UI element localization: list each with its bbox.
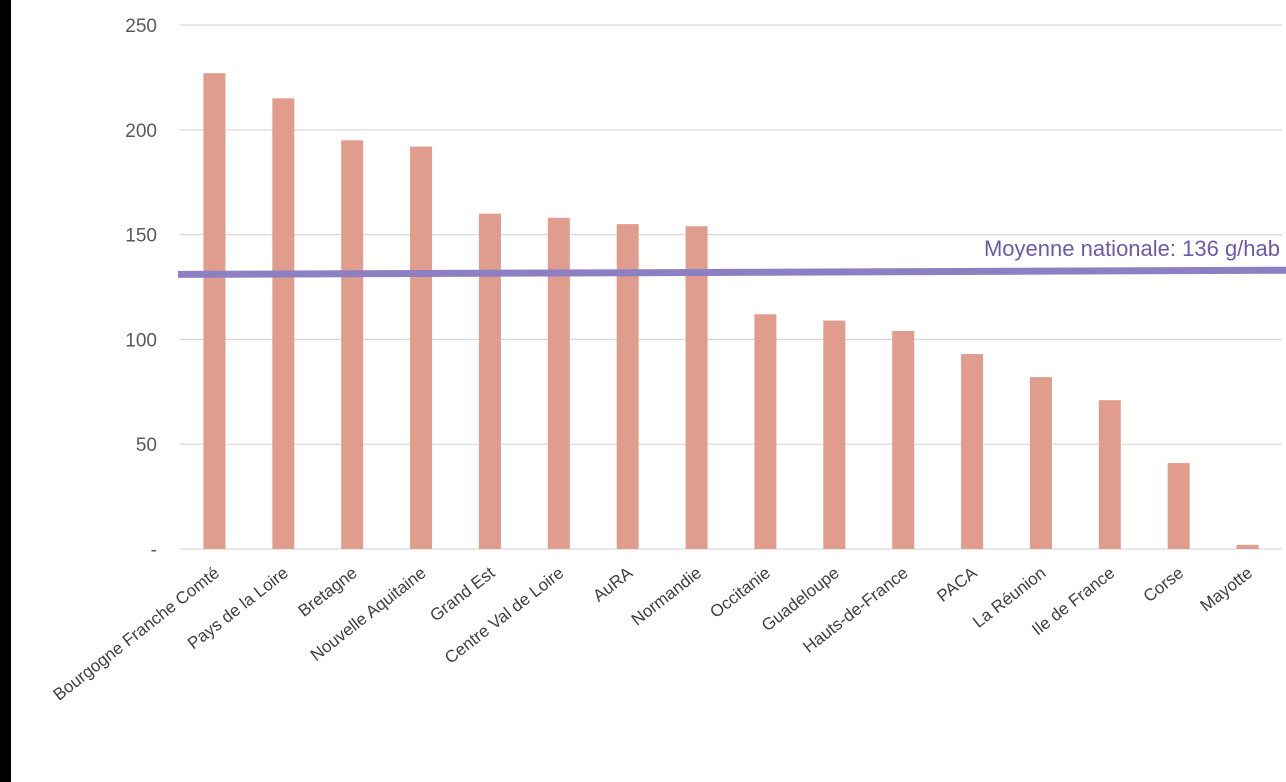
y-tick-label: 200	[125, 121, 157, 142]
national-average-line	[177, 266, 1286, 278]
bar	[478, 213, 501, 549]
bar	[616, 224, 639, 549]
bar	[410, 146, 433, 549]
x-category-label: PACA	[933, 563, 981, 606]
bar	[1167, 463, 1190, 549]
reference-line-group: Moyenne nationale: 136 g/hab	[177, 236, 1286, 278]
y-tick-label: 50	[136, 435, 157, 456]
left-edge-border	[0, 0, 11, 782]
x-category-label: AuRA	[589, 563, 636, 606]
bar	[754, 314, 777, 549]
bar	[1029, 377, 1052, 549]
y-axis-tick-labels: - 50 100 150 200 250	[125, 16, 157, 561]
y-tick-label: 250	[125, 16, 157, 37]
bars	[203, 73, 1259, 550]
x-category-label: Normandie	[628, 563, 705, 629]
bar	[961, 354, 984, 549]
x-category-label: Occitanie	[706, 563, 774, 622]
x-category-label: Centre Val de Loire	[441, 563, 567, 667]
bar	[685, 226, 708, 549]
bar	[341, 140, 364, 549]
y-tick-label: -	[151, 540, 157, 561]
x-category-label: Corse	[1140, 563, 1187, 606]
bar	[203, 73, 226, 549]
bar	[547, 217, 570, 549]
x-category-label: Bretagne	[295, 563, 361, 620]
y-tick-label: 150	[125, 226, 157, 247]
bar	[272, 98, 295, 550]
y-tick-label: 100	[125, 330, 157, 351]
bar	[1098, 400, 1121, 549]
national-average-label: Moyenne nationale: 136 g/hab	[984, 236, 1280, 261]
gridlines	[180, 24, 1282, 550]
bar	[823, 320, 846, 549]
x-category-label: Mayotte	[1197, 563, 1256, 615]
bar	[892, 331, 915, 549]
bar	[1236, 544, 1259, 549]
x-category-label: Nouvelle Aquitaine	[307, 563, 430, 665]
